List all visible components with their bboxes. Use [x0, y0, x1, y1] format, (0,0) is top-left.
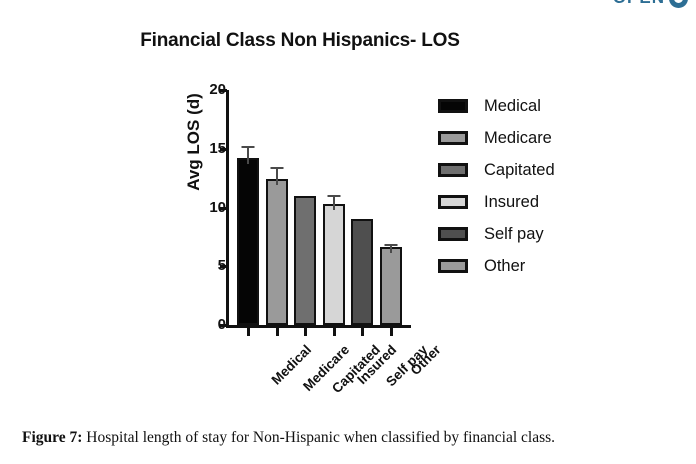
figure-caption-text: Hospital length of stay for Non-Hispanic…: [82, 429, 556, 446]
figure-caption-label: Figure 7:: [22, 429, 83, 446]
bar-medicare: [265, 90, 288, 325]
bar-chart-plot-area: Avg LOS (d) Medical Medicare Capitated Insu…: [178, 80, 443, 396]
figure-7: Financial Class Non Hispanics- LOS Avg L…: [140, 30, 628, 396]
error-bar-stem: [247, 147, 249, 165]
legend-label: Capitated: [484, 160, 555, 179]
circle-target-icon: [669, 0, 688, 8]
x-axis-tick: [275, 328, 279, 336]
bar-rect: [379, 247, 402, 325]
y-axis-tick: [220, 147, 227, 151]
legend-label: Insured: [484, 192, 540, 211]
legend-swatch-icon: [438, 227, 468, 241]
open-logo-text: OPEN: [613, 0, 665, 8]
y-axis-tick: [220, 89, 227, 92]
open-access-logo: OPEN: [613, 0, 688, 8]
bar-rect: [351, 219, 373, 325]
y-axis-tick-label: 0: [217, 316, 226, 333]
legend-swatch-icon: [438, 99, 468, 113]
legend-item: Self pay: [438, 218, 628, 250]
chart-legend: Medical Medicare Capitated Insured Self pay O…: [438, 90, 628, 282]
error-bar-cap: [270, 166, 283, 169]
bar-medical: [237, 90, 259, 325]
bar-rect: [294, 195, 316, 325]
x-axis-tick: [332, 328, 336, 336]
bar-rect: [237, 158, 259, 325]
legend-item: Insured: [438, 186, 628, 218]
legend-label: Medical: [484, 96, 541, 115]
error-bar-cap: [241, 145, 255, 148]
legend-label: Other: [484, 256, 526, 275]
error-bar-stem: [332, 196, 335, 210]
error-bar-stem: [275, 168, 278, 186]
bar-self-pay: [351, 90, 373, 325]
y-axis-tick-label: 15: [209, 139, 226, 157]
legend-swatch-icon: [438, 195, 468, 209]
bar-insured: [322, 90, 345, 325]
y-axis-tick-label: 5: [217, 257, 226, 275]
legend-label: Self pay: [484, 224, 544, 243]
y-axis-tick: [220, 324, 227, 327]
x-axis-tick: [247, 328, 250, 336]
legend-swatch-icon: [438, 163, 468, 177]
x-axis-tick: [389, 328, 393, 336]
y-axis-tick: [220, 206, 227, 210]
legend-label: Medicare: [484, 128, 552, 147]
y-axis-tick-label: 10: [209, 198, 226, 216]
x-axis-tick: [361, 328, 364, 336]
error-bar-cap: [384, 243, 397, 246]
figure-caption: Figure 7: Hospital length of stay for No…: [22, 428, 682, 447]
bar-series: [229, 90, 411, 325]
x-axis-line: [226, 325, 411, 328]
legend-item: Medical: [438, 90, 628, 122]
y-axis-tick: [220, 265, 227, 269]
error-bar-cap: [327, 194, 340, 197]
bar-rect: [265, 179, 288, 325]
chart-title: Financial Class Non Hispanics- LOS: [140, 30, 460, 51]
legend-swatch-icon: [438, 259, 468, 273]
bar-other: [379, 90, 402, 325]
bar-capitated: [294, 90, 316, 325]
legend-item: Medicare: [438, 122, 628, 154]
legend-item: Capitated: [438, 154, 628, 186]
y-axis-tick-label: 20: [209, 81, 226, 98]
legend-item: Other: [438, 250, 628, 282]
y-axis-line: [226, 90, 229, 328]
x-axis-tick: [304, 328, 307, 336]
bar-rect: [322, 203, 345, 325]
legend-swatch-icon: [438, 131, 468, 145]
error-bar-stem: [389, 245, 392, 254]
